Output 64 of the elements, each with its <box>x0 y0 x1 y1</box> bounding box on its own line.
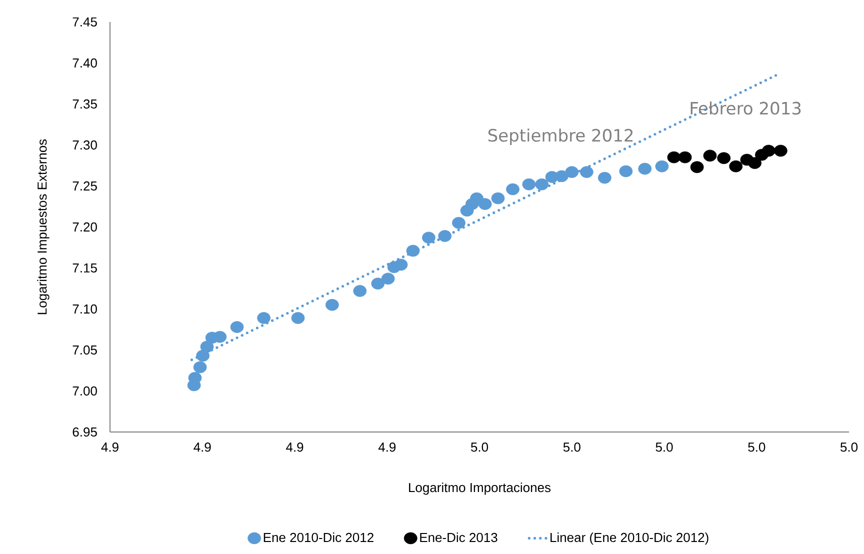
point <box>638 162 652 175</box>
point <box>491 192 505 204</box>
point <box>703 150 717 162</box>
point <box>381 272 395 285</box>
x-tick-label: 4.9 <box>101 442 118 452</box>
point <box>655 160 669 172</box>
point <box>406 244 420 257</box>
point <box>325 298 339 311</box>
legend-label: Ene 2010-Dic 2012 <box>264 532 374 542</box>
y-tick-label: 7.40 <box>72 58 97 68</box>
y-tick-label: 7.25 <box>72 181 97 191</box>
x-tick-label: 5.0 <box>470 442 488 452</box>
x-tick-label: 5.0 <box>563 442 580 452</box>
point <box>667 151 681 164</box>
legend-label: Ene-Dic 2013 <box>420 532 498 542</box>
point <box>213 330 227 343</box>
point <box>230 321 244 333</box>
point <box>774 144 788 157</box>
point <box>193 361 207 374</box>
point <box>452 216 466 229</box>
y-tick-label: 7.30 <box>72 140 97 150</box>
point <box>748 157 762 169</box>
y-tick-label: 7.45 <box>72 17 97 27</box>
point <box>200 340 214 353</box>
x-tick-label: 4.9 <box>378 442 396 452</box>
annotation: Septiembre 2012 <box>488 128 633 146</box>
point <box>353 285 367 297</box>
point <box>371 278 385 290</box>
point <box>762 144 776 157</box>
point <box>422 232 436 244</box>
point <box>257 312 271 324</box>
point <box>196 350 210 362</box>
point <box>555 170 568 182</box>
x-axis-title: Logaritmo Importaciones <box>409 482 551 495</box>
point <box>394 258 408 271</box>
y-tick-label: 6.95 <box>72 427 97 437</box>
x-tick-label: 4.9 <box>194 442 211 452</box>
point <box>565 166 579 178</box>
y-axis-title: Logaritmo Impuestos Externos <box>37 139 50 314</box>
y-tick-label: 7.20 <box>72 222 97 232</box>
point <box>291 312 305 324</box>
point <box>506 183 520 196</box>
point <box>717 152 731 164</box>
point <box>438 230 452 242</box>
point <box>522 178 536 190</box>
y-tick-label: 7.05 <box>72 345 97 355</box>
legend-label: Linear (Ene 2010-Dic 2012) <box>550 532 708 545</box>
point <box>535 178 549 190</box>
y-tick-label: 7.15 <box>72 263 97 273</box>
point <box>729 160 743 172</box>
point <box>478 198 492 210</box>
point <box>598 172 612 184</box>
y-tick-label: 7.35 <box>72 99 97 109</box>
x-tick-label: 4.9 <box>286 442 304 452</box>
point <box>619 165 633 178</box>
point <box>678 151 692 164</box>
point <box>580 166 594 178</box>
y-tick-label: 7.10 <box>72 304 97 314</box>
x-tick-label: 5.0 <box>748 442 766 452</box>
x-tick-label: 5.0 <box>840 442 858 452</box>
x-tick-label: 5.0 <box>656 442 673 452</box>
y-tick-label: 7.00 <box>72 386 97 396</box>
point <box>188 372 202 384</box>
point <box>690 161 704 174</box>
